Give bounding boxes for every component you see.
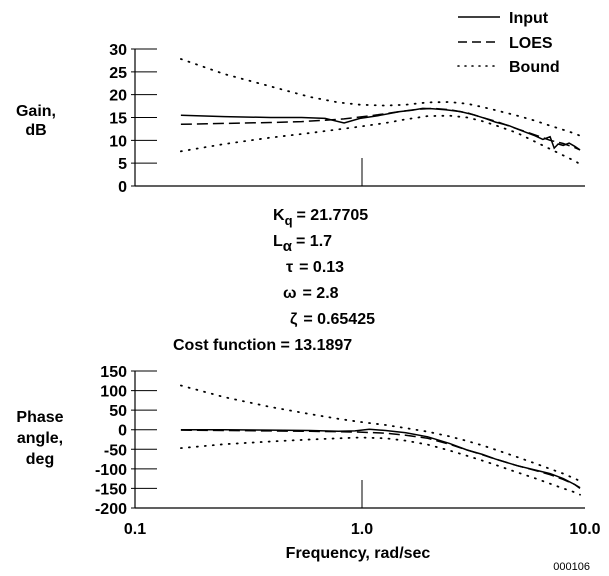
legend: Input LOES Bound: [457, 10, 560, 76]
phase-ylabel-line1: Phase: [16, 409, 63, 426]
param-kq: Kq = 21.7705: [273, 207, 368, 228]
phase-chart: -200 -150 -100 -50 0 50 100 150 Phase angle, de…: [16, 364, 600, 562]
phase-y-tick-label-6: 100: [100, 384, 127, 401]
param-tau: τ = 0.13: [286, 259, 344, 276]
gain-y-tick-label-5: 25: [109, 65, 127, 82]
phase-y-tick-label-7: 150: [100, 364, 127, 381]
phase-y-tick-label-5: 50: [109, 403, 127, 420]
param-lalpha: Lα = 1.7: [273, 233, 332, 255]
phase-y-tick-label-4: 0: [118, 423, 127, 440]
gain-y-tick-label-2: 10: [109, 133, 127, 150]
phase-y-tick-label-2: -100: [95, 462, 127, 479]
phase-y-tick-label-1: -150: [95, 481, 127, 498]
gain-y-tick-label-4: 20: [109, 88, 127, 105]
gain-y-ticks: 0 5 10 15 20 25 30: [109, 42, 157, 196]
legend-loes-label: LOES: [509, 35, 553, 52]
gain-bound-line-3: [179, 114, 581, 166]
phase-ylabel-line2: angle,: [17, 430, 63, 447]
phase-series: [179, 384, 581, 496]
x-tick-label-1-0: 1.0: [351, 521, 373, 538]
gain-series: [179, 58, 581, 166]
gain-y-tick-label-0: 0: [118, 179, 127, 196]
phase-y-ticks: -200 -150 -100 -50 0 50 100 150: [95, 364, 157, 518]
gain-loes-line-1: [180, 107, 581, 151]
phase-ylabel-line3: deg: [26, 451, 54, 468]
gain-ylabel-line2: dB: [25, 122, 46, 139]
param-omega: ω = 2.8: [283, 285, 339, 302]
cost-function: Cost function = 13.1897: [173, 337, 352, 354]
x-tick-label-10-0: 10.0: [569, 521, 600, 538]
gain-ylabel-line1: Gain,: [16, 103, 56, 120]
legend-bound-label: Bound: [509, 59, 560, 76]
gain-chart: 0 5 10 15 20 25 30 Gain, dB: [16, 42, 585, 196]
phase-bound-line-2: [179, 384, 581, 482]
x-axis-label: Frequency, rad/sec: [286, 545, 431, 562]
phase-bound-line-3: [179, 436, 581, 496]
gain-y-tick-label-3: 15: [109, 111, 127, 128]
param-zeta: ζ = 0.65425: [290, 311, 375, 328]
phase-y-tick-label-0: -200: [95, 501, 127, 518]
x-tick-label-0-1: 0.1: [124, 521, 146, 538]
phase-y-tick-label-3: -50: [104, 442, 127, 459]
phase-loes-line-1: [180, 429, 581, 489]
figure-id: 000106: [553, 561, 590, 573]
legend-input-label: Input: [509, 10, 549, 27]
gain-y-tick-label-6: 30: [109, 42, 127, 59]
gain-y-tick-label-1: 5: [118, 156, 127, 173]
gain-input-line-0: [180, 107, 581, 151]
parameter-block: Kq = 21.7705 Lα = 1.7 τ = 0.13 ω = 2.8 ζ = 0.…: [173, 207, 375, 354]
